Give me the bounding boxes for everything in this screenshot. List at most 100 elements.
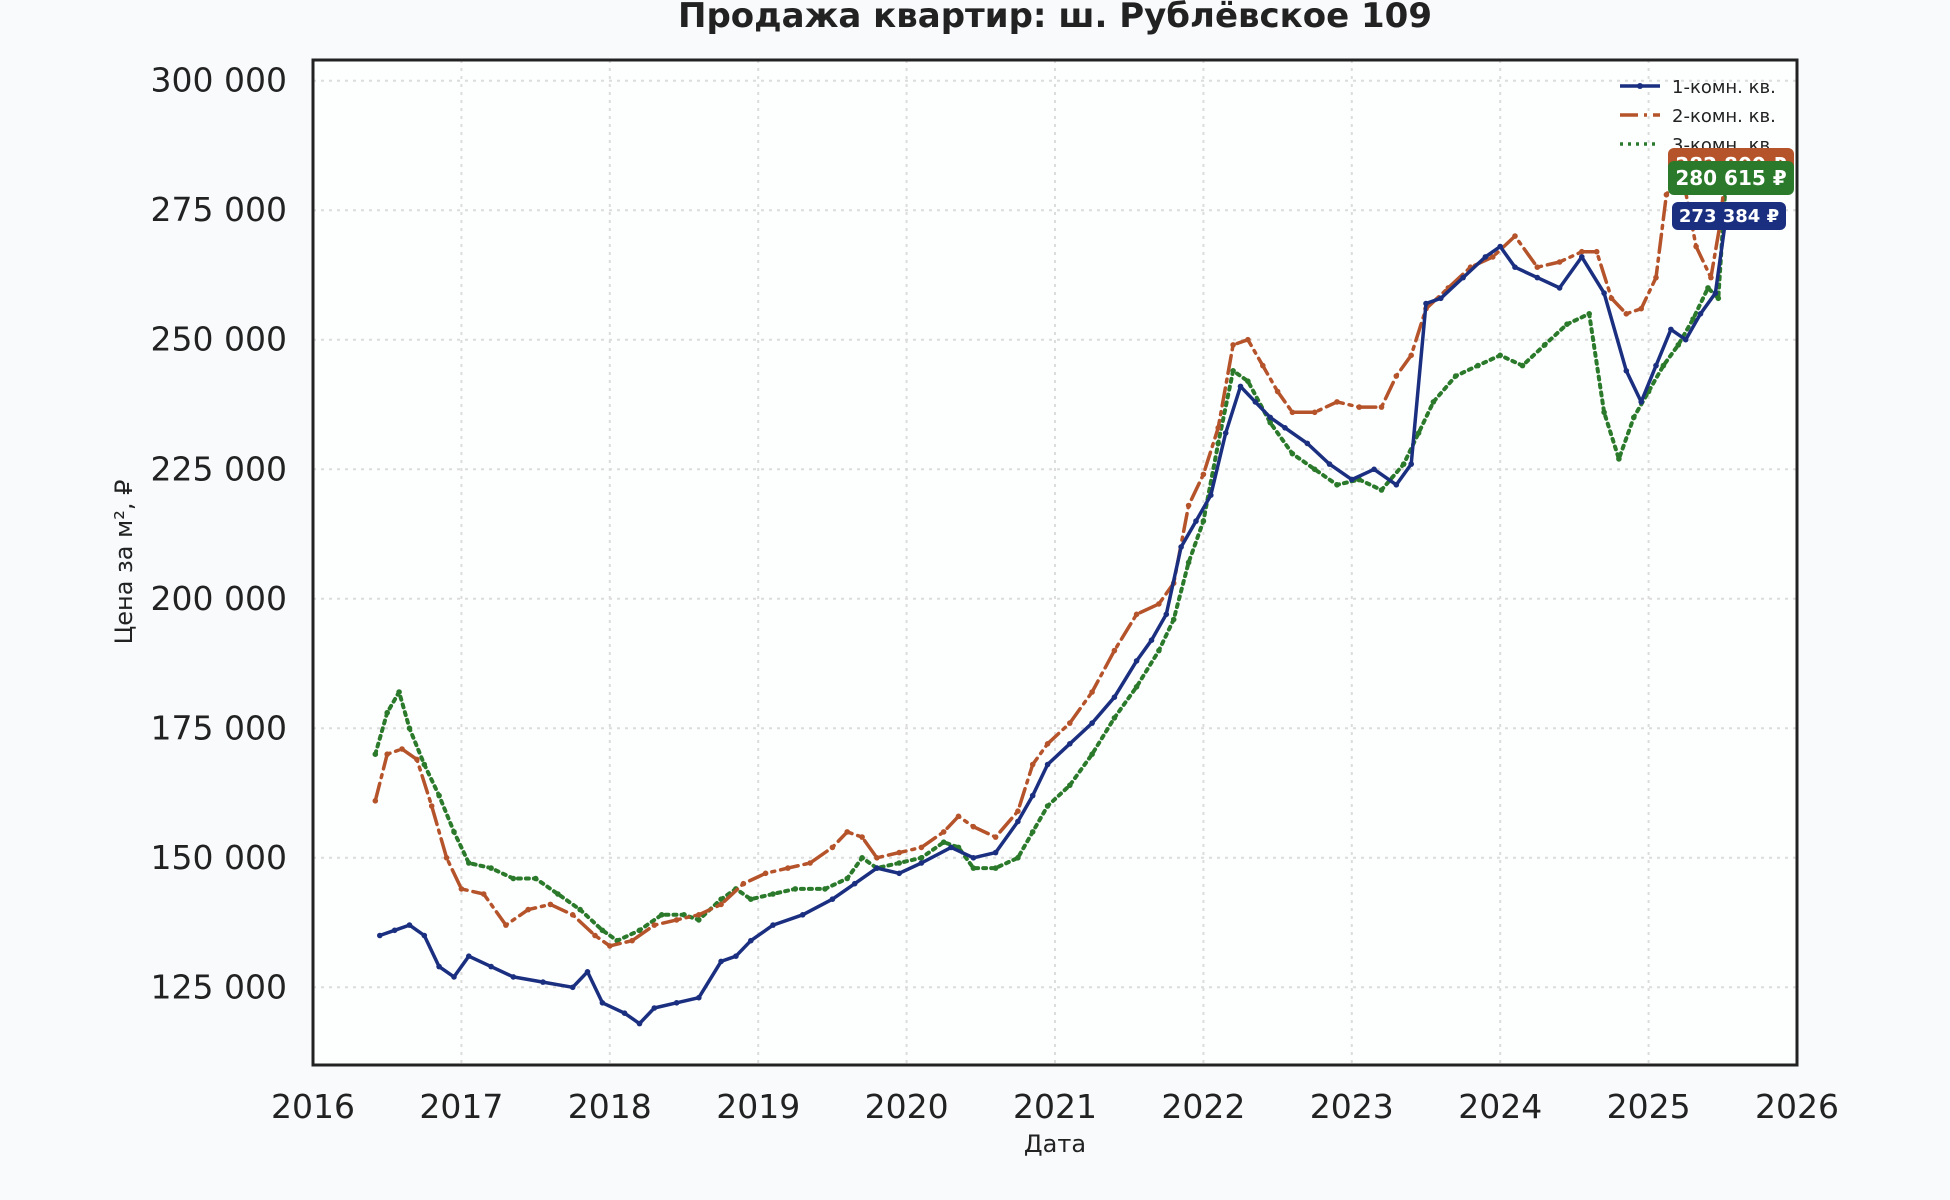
data-point xyxy=(555,891,561,897)
data-point xyxy=(399,746,405,752)
y-axis-label: Цена за м², ₽ xyxy=(110,480,138,645)
data-point xyxy=(1638,399,1644,405)
data-point xyxy=(1193,518,1199,524)
data-point xyxy=(532,875,539,882)
x-tick-label: 2019 xyxy=(716,1087,800,1126)
data-point xyxy=(1163,611,1170,618)
data-point xyxy=(822,886,828,892)
data-point xyxy=(1148,637,1155,643)
data-point xyxy=(1512,233,1518,239)
data-point xyxy=(1067,720,1073,726)
data-point xyxy=(547,901,554,908)
data-point xyxy=(807,860,813,866)
data-point xyxy=(1260,362,1266,369)
badge-background xyxy=(1668,161,1794,195)
data-point xyxy=(1579,248,1585,255)
data-point xyxy=(1586,311,1592,317)
data-point xyxy=(1668,326,1674,333)
data-point xyxy=(1208,492,1214,499)
data-point xyxy=(1556,285,1563,291)
data-point xyxy=(1693,243,1699,250)
data-point xyxy=(1475,362,1481,369)
data-point xyxy=(970,855,977,861)
data-point xyxy=(673,1000,680,1006)
data-point xyxy=(1482,254,1489,260)
data-point xyxy=(859,855,865,861)
data-point xyxy=(1215,440,1221,447)
data-point xyxy=(569,984,576,991)
data-point xyxy=(607,943,613,949)
data-point xyxy=(599,1000,606,1006)
data-point xyxy=(1556,259,1563,265)
data-point xyxy=(592,932,598,939)
data-point xyxy=(1029,792,1036,799)
data-point xyxy=(955,813,962,820)
data-point xyxy=(1029,761,1036,768)
data-point xyxy=(372,798,379,804)
data-point xyxy=(577,906,583,913)
data-point xyxy=(1638,305,1644,312)
data-point xyxy=(1601,409,1607,416)
data-point xyxy=(1200,518,1207,524)
legend-label: 1-комн. кв. xyxy=(1672,77,1776,98)
x-tick-label: 2023 xyxy=(1310,1087,1394,1126)
data-point xyxy=(1245,378,1251,385)
data-point xyxy=(1067,741,1073,747)
data-point xyxy=(1653,274,1659,281)
data-point xyxy=(1660,362,1667,369)
data-point xyxy=(488,963,494,970)
data-point xyxy=(384,751,391,757)
data-point xyxy=(1497,243,1503,250)
data-point xyxy=(451,829,457,835)
data-point xyxy=(1438,295,1444,302)
data-point xyxy=(1408,352,1414,359)
data-point xyxy=(1311,466,1318,473)
data-point xyxy=(1044,803,1051,809)
data-point xyxy=(584,969,591,975)
last-value-badges: 282 800 ₽280 615 ₽273 384 ₽ xyxy=(1668,148,1794,230)
data-point xyxy=(406,922,413,928)
data-point xyxy=(673,917,680,923)
y-tick-label: 300 000 xyxy=(151,61,287,100)
x-tick-label: 2018 xyxy=(568,1087,652,1126)
data-point xyxy=(718,901,724,908)
data-point xyxy=(896,870,902,877)
data-point xyxy=(1579,254,1585,260)
data-point xyxy=(1304,440,1311,447)
data-point xyxy=(1326,461,1333,467)
data-point xyxy=(1430,399,1437,405)
data-point xyxy=(1334,482,1340,488)
y-tick-label: 225 000 xyxy=(151,449,287,488)
legend-entry: 1-комн. кв. xyxy=(1620,77,1776,98)
data-point xyxy=(696,917,702,923)
series-line xyxy=(378,216,1728,1026)
data-point xyxy=(748,937,754,944)
data-point xyxy=(1623,311,1630,317)
data-point xyxy=(1512,264,1518,271)
data-point xyxy=(740,880,747,887)
data-point xyxy=(1631,414,1637,421)
data-point xyxy=(466,953,472,959)
data-point xyxy=(421,932,428,939)
data-point xyxy=(1067,782,1073,789)
data-point xyxy=(1089,689,1095,695)
data-point xyxy=(651,922,658,928)
data-point xyxy=(733,953,739,959)
x-tick-label: 2020 xyxy=(865,1087,949,1126)
data-point xyxy=(372,751,379,757)
data-point xyxy=(696,994,702,1001)
data-point xyxy=(1222,430,1229,436)
data-point xyxy=(748,896,754,902)
data-point xyxy=(436,963,442,970)
data-point xyxy=(1378,487,1385,493)
data-point xyxy=(636,927,643,934)
data-point xyxy=(1230,368,1236,374)
data-point xyxy=(1230,342,1236,348)
data-point xyxy=(1623,368,1630,374)
data-point xyxy=(1653,362,1659,369)
data-point xyxy=(1593,248,1600,255)
data-point xyxy=(651,1005,658,1011)
data-point xyxy=(406,725,413,732)
plot-area xyxy=(313,60,1797,1065)
